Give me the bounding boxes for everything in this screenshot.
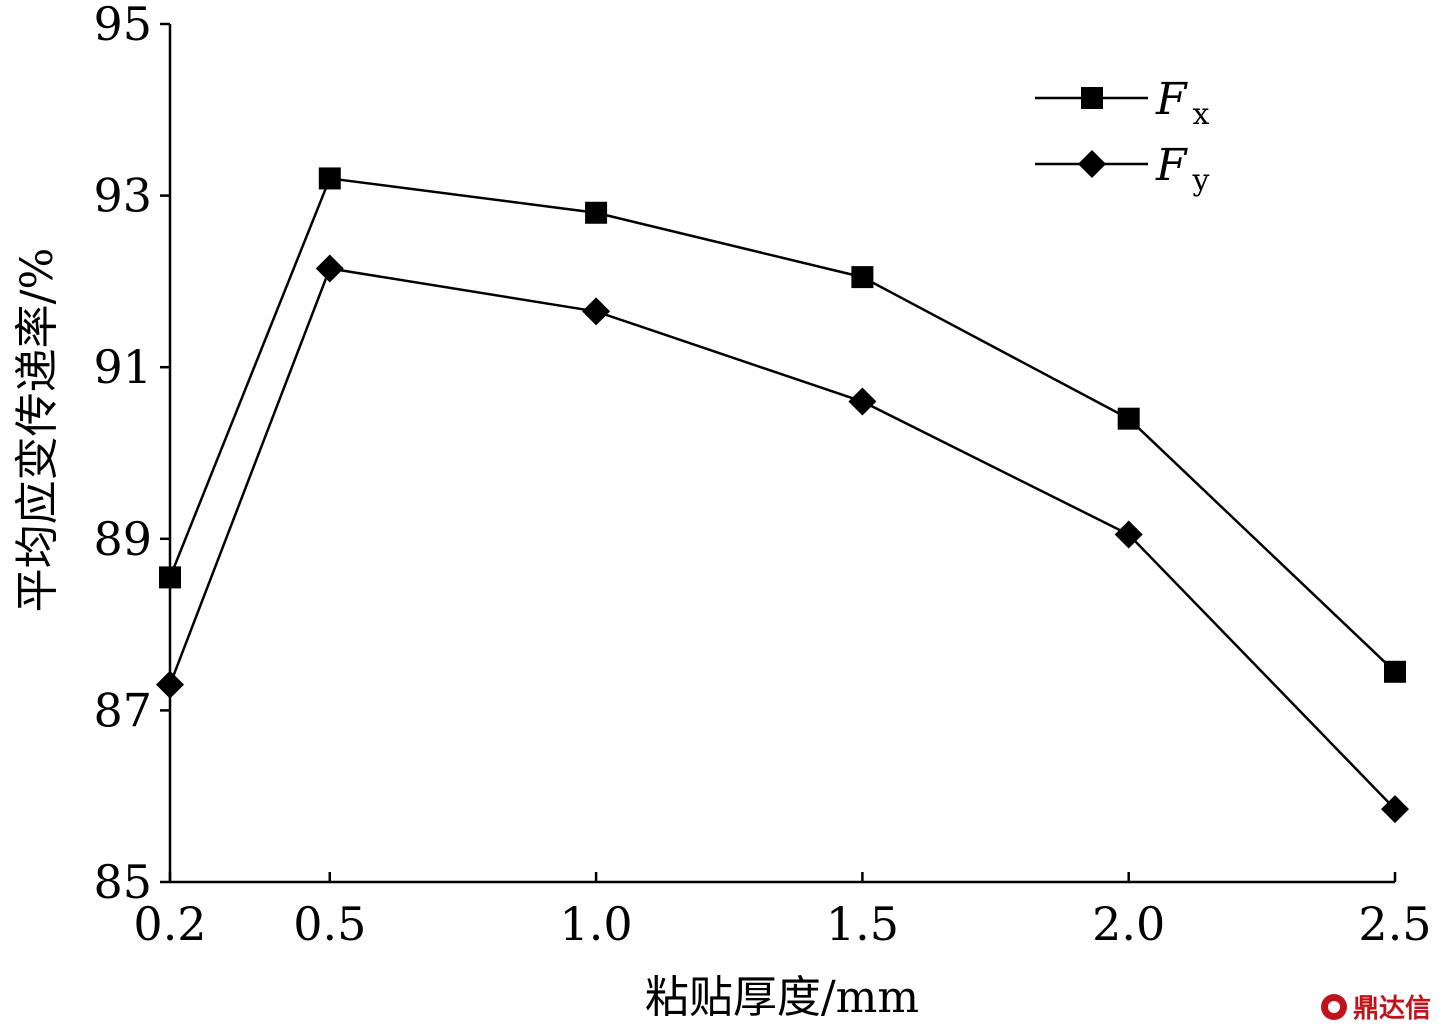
data-point <box>585 201 608 224</box>
legend-marker <box>1078 150 1106 178</box>
data-point <box>848 387 877 416</box>
legend-marker <box>1081 87 1103 109</box>
watermark: 鼎达信 <box>1320 988 1431 1025</box>
x-tick-label: 1.5 <box>826 897 899 951</box>
y-tick-label: 93 <box>93 169 152 223</box>
y-tick-label: 85 <box>93 855 152 909</box>
x-tick-label: 2.5 <box>1358 897 1431 951</box>
x-axis-title: 粘贴厚度/mm <box>645 972 919 1023</box>
axes <box>168 24 1395 884</box>
x-tick-label: 0.2 <box>133 897 206 951</box>
y-tick-label: 89 <box>93 512 152 566</box>
series-layer <box>156 167 1409 824</box>
watermark-text: 鼎达信 <box>1352 994 1431 1024</box>
series-line <box>168 177 1396 673</box>
data-point <box>1384 660 1406 683</box>
series-x <box>159 167 1406 683</box>
x-ticks: 0.2 0.5 1.0 1.5 2.0 2.5 <box>133 872 1432 951</box>
legend-subscript: x <box>1193 97 1210 132</box>
data-point <box>315 254 344 283</box>
data-point <box>159 566 181 589</box>
y-axis-title: 平均应变传递率/% <box>12 248 63 613</box>
data-point <box>1114 520 1143 549</box>
series-y <box>156 254 1409 824</box>
data-point <box>318 167 341 190</box>
x-tick-label: 2.0 <box>1092 897 1165 951</box>
data-point <box>1117 407 1140 430</box>
data-point <box>582 297 611 326</box>
y-tick-label: 91 <box>93 340 152 394</box>
x-tick-label: 0.5 <box>293 897 366 951</box>
series-line <box>168 267 1396 810</box>
x-tick-label: 1.0 <box>560 897 633 951</box>
y-tick-label: 95 <box>93 0 152 51</box>
y-tick-label: 87 <box>93 683 152 737</box>
y-ticks: 85 87 89 91 93 95 <box>93 0 170 909</box>
data-point <box>851 266 874 289</box>
data-point <box>1381 795 1409 824</box>
watermark-logo-icon <box>1320 993 1347 1020</box>
data-point <box>156 670 184 699</box>
legend-subscript: y <box>1192 163 1210 198</box>
